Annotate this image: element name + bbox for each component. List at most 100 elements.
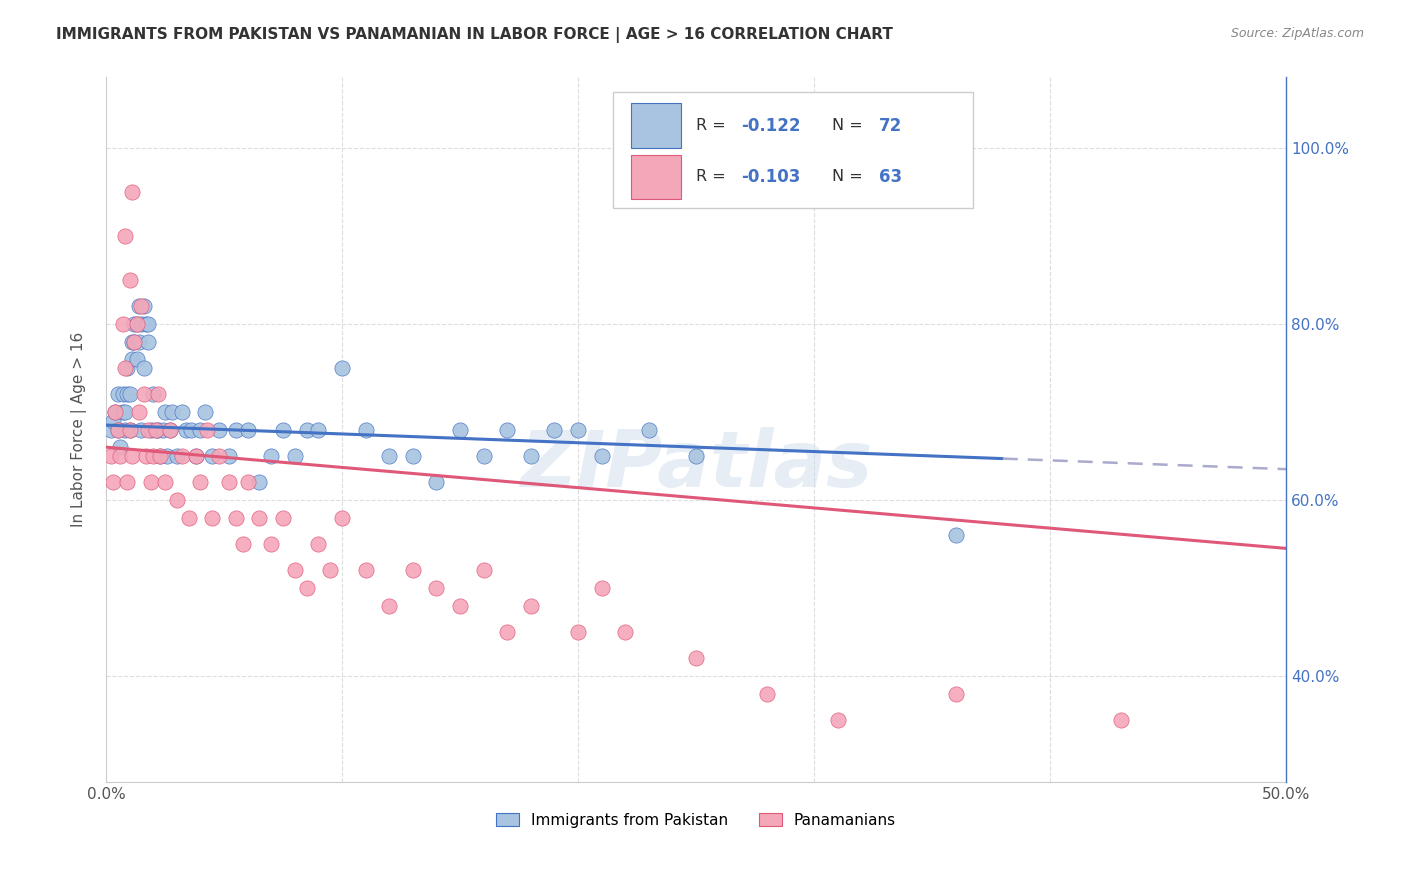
Legend: Immigrants from Pakistan, Panamanians: Immigrants from Pakistan, Panamanians — [489, 806, 903, 834]
Point — [945, 687, 967, 701]
Point — [637, 423, 659, 437]
Point — [247, 475, 270, 490]
Point — [208, 449, 231, 463]
Point — [149, 449, 172, 463]
Point — [153, 475, 176, 490]
Point — [1109, 713, 1132, 727]
Point — [284, 449, 307, 463]
Text: -0.122: -0.122 — [741, 117, 800, 135]
Point — [685, 651, 707, 665]
FancyBboxPatch shape — [631, 103, 681, 148]
Point — [131, 317, 153, 331]
FancyBboxPatch shape — [613, 92, 973, 208]
Point — [218, 475, 240, 490]
Point — [218, 449, 240, 463]
Y-axis label: In Labor Force | Age > 16: In Labor Force | Age > 16 — [72, 332, 87, 527]
Point — [145, 423, 167, 437]
Point — [330, 510, 353, 524]
Point — [101, 414, 124, 428]
Point — [449, 423, 471, 437]
Point — [114, 423, 136, 437]
Point — [104, 405, 127, 419]
Point — [115, 360, 138, 375]
Text: R =: R = — [696, 169, 731, 185]
Point — [153, 405, 176, 419]
Point — [131, 299, 153, 313]
Point — [402, 563, 425, 577]
Point — [166, 493, 188, 508]
Point — [685, 449, 707, 463]
Point — [107, 387, 129, 401]
Point — [567, 423, 589, 437]
Point — [330, 360, 353, 375]
Point — [177, 510, 200, 524]
Point — [402, 449, 425, 463]
Point — [260, 537, 283, 551]
Text: -0.103: -0.103 — [741, 168, 800, 186]
Point — [236, 475, 259, 490]
Point — [225, 423, 247, 437]
Point — [121, 352, 143, 367]
Point — [496, 625, 519, 640]
Point — [111, 387, 134, 401]
Point — [945, 528, 967, 542]
Point — [614, 625, 637, 640]
Point — [138, 317, 160, 331]
Point — [114, 405, 136, 419]
Point — [567, 625, 589, 640]
Point — [425, 475, 447, 490]
Point — [378, 449, 401, 463]
Point — [354, 423, 377, 437]
Point — [108, 440, 131, 454]
Point — [107, 423, 129, 437]
Text: Source: ZipAtlas.com: Source: ZipAtlas.com — [1230, 27, 1364, 40]
Point — [271, 510, 294, 524]
Point — [135, 317, 157, 331]
Point — [520, 599, 543, 613]
Point — [197, 423, 219, 437]
Point — [128, 405, 150, 419]
Point — [307, 537, 329, 551]
Text: R =: R = — [696, 118, 731, 133]
Point — [295, 423, 318, 437]
Point — [307, 423, 329, 437]
Text: N =: N = — [832, 169, 868, 185]
Point — [138, 334, 160, 349]
Point — [118, 273, 141, 287]
Point — [149, 449, 172, 463]
Text: 72: 72 — [879, 117, 903, 135]
Point — [121, 334, 143, 349]
Point — [142, 387, 165, 401]
Point — [159, 423, 181, 437]
Point — [131, 423, 153, 437]
Point — [156, 449, 179, 463]
Point — [132, 299, 155, 313]
Point — [104, 405, 127, 419]
Point — [135, 449, 157, 463]
Point — [124, 334, 146, 349]
Point — [125, 317, 148, 331]
Point — [284, 563, 307, 577]
Point — [170, 449, 193, 463]
Point — [591, 449, 613, 463]
Point — [111, 317, 134, 331]
Point — [114, 228, 136, 243]
Point — [124, 317, 146, 331]
Point — [184, 449, 207, 463]
Point — [354, 563, 377, 577]
Point — [132, 387, 155, 401]
Point — [108, 449, 131, 463]
FancyBboxPatch shape — [631, 155, 681, 199]
Point — [128, 299, 150, 313]
Point — [125, 352, 148, 367]
Point — [152, 423, 174, 437]
Point — [225, 510, 247, 524]
Point — [100, 449, 122, 463]
Point — [319, 563, 342, 577]
Point — [111, 405, 134, 419]
Point — [118, 423, 141, 437]
Point — [118, 423, 141, 437]
Point — [236, 423, 259, 437]
Point — [121, 449, 143, 463]
Point — [138, 423, 160, 437]
